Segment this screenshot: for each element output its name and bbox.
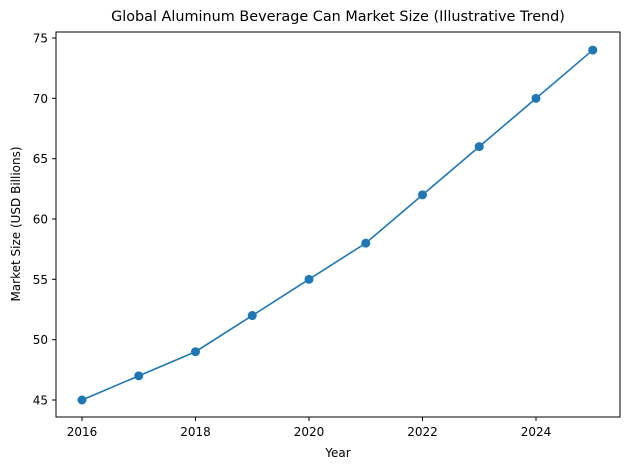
axes-frame	[55, 31, 621, 418]
x-tick: 2018	[180, 417, 211, 439]
y-axis-label: Market Size (USD Billions)	[9, 146, 23, 301]
svg-text:55: 55	[33, 273, 48, 287]
data-point-marker	[588, 45, 598, 55]
svg-text:2016: 2016	[67, 425, 98, 439]
x-tick: 2022	[407, 417, 438, 439]
x-tick: 2016	[67, 417, 98, 439]
data-point-marker	[304, 274, 314, 284]
x-axis-label: Year	[324, 446, 350, 460]
y-tick: 45	[33, 394, 56, 408]
y-axis: 45 50 55 60 65 70 75	[33, 32, 56, 408]
y-tick: 65	[33, 152, 56, 166]
svg-text:65: 65	[33, 152, 48, 166]
data-point-marker	[361, 238, 371, 248]
x-tick: 2020	[294, 417, 325, 439]
svg-text:2018: 2018	[180, 425, 211, 439]
y-tick: 70	[33, 92, 56, 106]
y-tick: 50	[33, 333, 56, 347]
data-point-marker	[247, 311, 257, 321]
y-tick: 55	[33, 273, 56, 287]
svg-text:2024: 2024	[521, 425, 552, 439]
svg-text:60: 60	[33, 213, 48, 227]
data-point-marker	[474, 142, 484, 152]
svg-text:2022: 2022	[407, 425, 438, 439]
data-series	[77, 45, 598, 405]
chart-title: Global Aluminum Beverage Can Market Size…	[111, 9, 565, 25]
svg-text:70: 70	[33, 92, 48, 106]
svg-text:75: 75	[33, 32, 48, 46]
svg-text:50: 50	[33, 333, 48, 347]
data-point-marker	[418, 190, 427, 200]
data-point-marker	[77, 395, 87, 405]
x-axis: 2016 2018 2020 2022 2024	[67, 417, 552, 439]
data-point-marker	[531, 93, 541, 103]
series-line	[81, 49, 594, 401]
x-tick: 2024	[521, 417, 552, 439]
data-point-marker	[134, 371, 144, 381]
svg-text:2020: 2020	[294, 425, 325, 439]
y-tick: 75	[33, 32, 56, 46]
data-point-marker	[191, 347, 200, 357]
svg-text:45: 45	[33, 394, 48, 408]
y-tick: 60	[33, 213, 56, 227]
